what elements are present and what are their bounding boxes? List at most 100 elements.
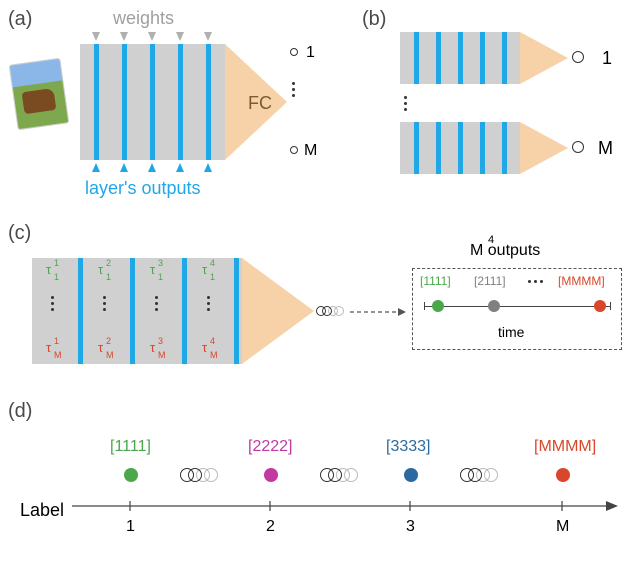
dashed-arrow-icon xyxy=(350,302,410,322)
tau-label: τ xyxy=(150,262,155,277)
b-out-m: M xyxy=(598,138,613,159)
gray-dot xyxy=(488,300,500,312)
tau-sub: 1 xyxy=(106,272,111,282)
layer-bar xyxy=(94,44,99,160)
tau-sup: 2 xyxy=(106,336,111,346)
fc-triangle-c xyxy=(242,258,314,364)
fc-triangle-b-top xyxy=(520,32,568,84)
weight-arrow-icon xyxy=(148,32,156,41)
output-node xyxy=(290,48,298,56)
vdots-icon xyxy=(155,296,158,311)
green-dot xyxy=(432,300,444,312)
tick xyxy=(610,302,611,310)
steel-dot xyxy=(404,468,418,482)
tau-label: τ xyxy=(46,262,51,277)
tau-sub: M xyxy=(54,350,62,360)
tau-sup: 1 xyxy=(54,336,59,346)
tick-m: M xyxy=(556,518,569,536)
tau-sub: M xyxy=(210,350,218,360)
layer-bar xyxy=(150,44,155,160)
layer-bar xyxy=(502,32,507,84)
tau-sup: 2 xyxy=(106,258,111,268)
layer-bar xyxy=(130,258,135,364)
layer-bar xyxy=(178,44,183,160)
tick-2: 2 xyxy=(266,518,275,536)
tick xyxy=(424,302,425,310)
combo-red: [MMMM] xyxy=(558,274,605,288)
node xyxy=(460,468,474,482)
layer-bar xyxy=(480,122,485,174)
tau-sub: M xyxy=(106,350,114,360)
layer-bar xyxy=(480,32,485,84)
layer-bar xyxy=(458,122,463,174)
node xyxy=(320,468,334,482)
weight-arrow-icon xyxy=(92,32,100,41)
layers-outputs-label: layer's outputs xyxy=(85,178,201,199)
input-image xyxy=(10,59,68,129)
layer-bar xyxy=(122,44,127,160)
tau-sup: 3 xyxy=(158,258,163,268)
green-dot xyxy=(124,468,138,482)
output-node xyxy=(290,146,298,154)
time-label: time xyxy=(498,324,524,340)
vdots-icon xyxy=(207,296,210,311)
tau-label: τ xyxy=(46,340,51,355)
tau-label: τ xyxy=(202,262,207,277)
d-combo-steel: [3333] xyxy=(386,438,430,456)
layer-arrow-icon xyxy=(92,163,100,172)
tau-label: τ xyxy=(98,340,103,355)
tau-sub: M xyxy=(158,350,166,360)
panel-label-a: (a) xyxy=(8,8,32,31)
layer-bar xyxy=(234,258,239,364)
tick-1: 1 xyxy=(126,518,135,536)
panel-label-c: (c) xyxy=(8,222,31,245)
vdots-icon xyxy=(292,82,295,97)
d-combo-green: [1111] xyxy=(110,438,151,456)
output-node xyxy=(572,141,584,153)
tick-3: 3 xyxy=(406,518,415,536)
layer-bar xyxy=(206,44,211,160)
output-node xyxy=(316,306,326,316)
layer-bar xyxy=(78,258,83,364)
axis-d xyxy=(72,498,618,518)
d-combo-red: [MMMM] xyxy=(534,438,596,456)
panel-label-d: (d) xyxy=(8,400,32,423)
out-m-label: M xyxy=(304,142,317,160)
vdots-icon xyxy=(103,296,106,311)
tau-label: τ xyxy=(202,340,207,355)
weights-label: weights xyxy=(113,8,174,29)
magenta-dot xyxy=(264,468,278,482)
tau-sub: 1 xyxy=(210,272,215,282)
combo-mid: [2111] xyxy=(474,274,506,288)
vdots-icon xyxy=(404,96,407,111)
layer-arrow-icon xyxy=(204,163,212,172)
layer-arrow-icon xyxy=(176,163,184,172)
b-out-1: 1 xyxy=(602,48,612,69)
output-node xyxy=(572,51,584,63)
tau-label: τ xyxy=(150,340,155,355)
combo-green: [1111] xyxy=(420,274,451,288)
layer-arrow-icon xyxy=(120,163,128,172)
layer-bar xyxy=(436,32,441,84)
tau-sup: 4 xyxy=(210,336,215,346)
time-axis xyxy=(424,306,610,307)
layer-bar xyxy=(182,258,187,364)
node xyxy=(180,468,194,482)
weight-arrow-icon xyxy=(176,32,184,41)
layer-arrow-icon xyxy=(148,163,156,172)
layer-bar xyxy=(414,32,419,84)
weight-arrow-icon xyxy=(120,32,128,41)
layer-bar xyxy=(502,122,507,174)
tau-sub: 1 xyxy=(54,272,59,282)
fc-triangle-b-bot xyxy=(520,122,568,174)
d-combo-magenta: [2222] xyxy=(248,438,292,456)
fc-label: FC xyxy=(248,93,272,114)
red-dot xyxy=(594,300,606,312)
panel-label-b: (b) xyxy=(362,8,386,31)
layer-bar xyxy=(436,122,441,174)
out-1-label: 1 xyxy=(306,44,315,62)
red-dot xyxy=(556,468,570,482)
tau-sup: 3 xyxy=(158,336,163,346)
hdots-icon xyxy=(528,280,543,283)
tau-sub: 1 xyxy=(158,272,163,282)
